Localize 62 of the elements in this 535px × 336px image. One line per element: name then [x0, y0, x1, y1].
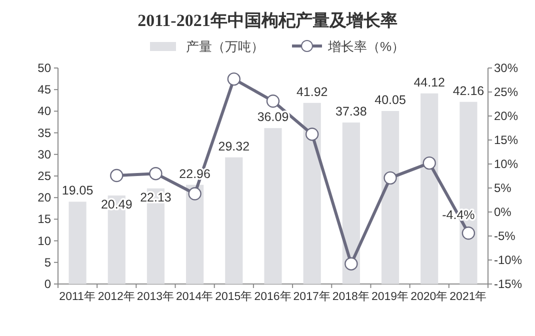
- y-tick-label: 15: [38, 212, 52, 226]
- bar: [68, 202, 86, 284]
- y2-tick-label: 5%: [494, 181, 512, 195]
- point: [266, 94, 280, 108]
- x-tick-label: 2014年: [176, 290, 214, 303]
- point: [188, 187, 202, 200]
- data-label: 29.32: [218, 139, 250, 154]
- x-tick-label: 2019年: [371, 290, 410, 303]
- y-tick-label: 10: [38, 234, 52, 248]
- point: [384, 171, 397, 185]
- point: [227, 72, 241, 86]
- data-label: 42.16: [452, 84, 484, 98]
- y-tick-label: 20: [38, 190, 52, 205]
- y2-tick-label: 10%: [494, 157, 518, 171]
- data-label: 36.09: [257, 110, 289, 124]
- x-tick-label: 2017年: [293, 290, 331, 303]
- y-tick-label: 25: [38, 169, 52, 183]
- data-label: 20.49: [100, 197, 132, 212]
- data-label: 22.13: [140, 190, 172, 204]
- bar: [186, 184, 204, 284]
- data-label: 41.92: [296, 84, 328, 99]
- bar: [342, 122, 360, 284]
- y-tick-label: 40: [38, 104, 52, 118]
- y2-tick-label: -15%: [494, 277, 522, 291]
- y-tick-label: 50: [38, 61, 52, 75]
- y-tick-label: 5: [44, 255, 52, 270]
- chart-title: 2011-2021年中国枸杞产量及增长率: [138, 11, 398, 30]
- x-tick-label: 2013年: [136, 290, 175, 303]
- data-label: 40.05: [374, 92, 406, 107]
- legend-label: 增长率（%）: [327, 39, 405, 54]
- x-tick-label: 2011年: [59, 290, 96, 303]
- point: [305, 128, 319, 141]
- x-tick-label: 2015年: [215, 290, 253, 303]
- x-tick-label: 2020年: [410, 290, 448, 303]
- bar: [264, 128, 282, 284]
- point: [344, 257, 358, 270]
- point: [149, 167, 162, 180]
- x-tick-label: 2021年: [450, 290, 488, 303]
- y-tick-label: 0: [44, 277, 52, 291]
- bar: [381, 110, 400, 284]
- point: [462, 226, 476, 240]
- y-tick-label: 30: [38, 147, 52, 162]
- bar: [303, 102, 321, 284]
- y2-tick-label: 20%: [494, 109, 518, 123]
- bar: [420, 93, 438, 284]
- data-label: 37.38: [336, 104, 367, 119]
- data-label: 19.05: [62, 184, 94, 198]
- y2-tick-label: -10%: [494, 253, 522, 267]
- y2-tick-label: 25%: [494, 85, 518, 99]
- point: [422, 156, 436, 170]
- x-tick-label: 2012年: [98, 290, 136, 303]
- y2-tick-label: -5%: [494, 229, 516, 243]
- y2-tick-label: 15%: [494, 133, 518, 147]
- y-tick-label: 45: [38, 82, 52, 97]
- x-tick-label: 2018年: [332, 290, 370, 303]
- y2-tick-label: 30%: [494, 61, 518, 75]
- y2-tick-label: 0%: [494, 205, 512, 219]
- data-label: 44.12: [414, 75, 446, 90]
- bar: [225, 157, 243, 284]
- legend-label: 产量（万吨）: [186, 39, 264, 54]
- x-tick-label: 2016年: [254, 290, 292, 303]
- y-tick-label: 35: [38, 126, 52, 140]
